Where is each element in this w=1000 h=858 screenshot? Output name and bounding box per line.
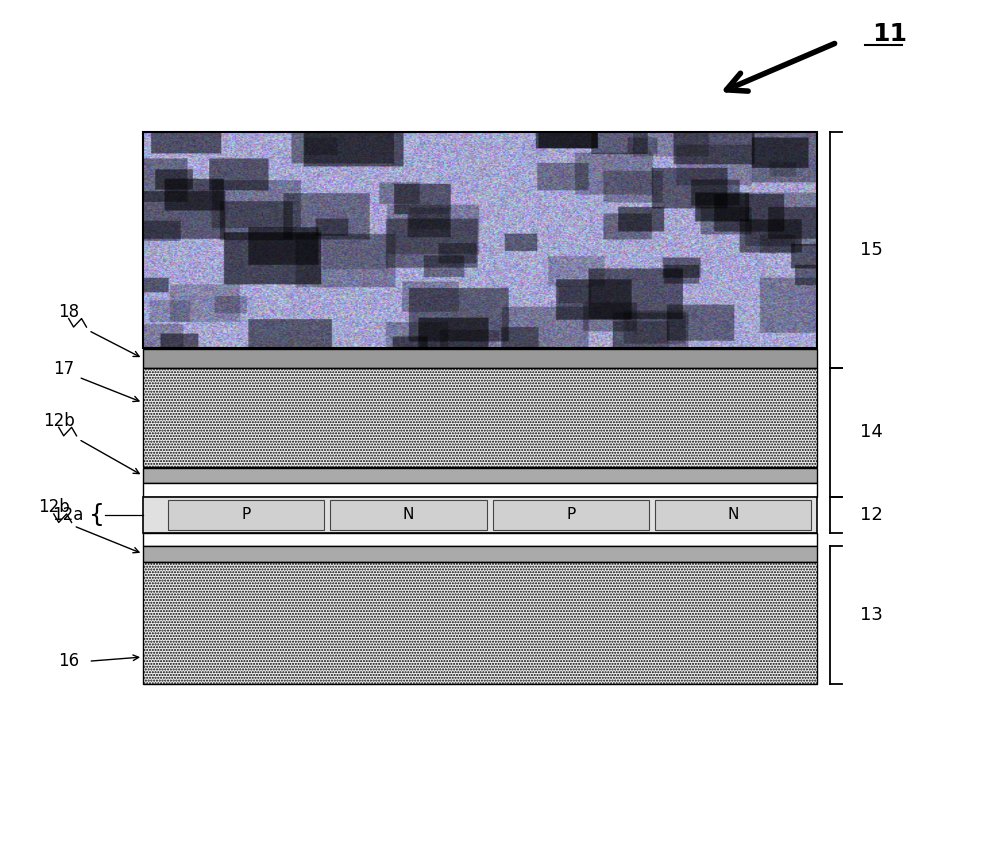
Bar — [143, 533, 817, 547]
Bar — [655, 499, 811, 530]
Bar — [143, 131, 817, 348]
Bar — [143, 561, 817, 684]
Bar — [330, 499, 487, 530]
Bar — [143, 349, 817, 368]
Text: {: { — [88, 503, 104, 527]
Text: 15: 15 — [860, 241, 883, 259]
Text: 18: 18 — [58, 303, 79, 321]
Text: P: P — [566, 507, 575, 523]
Text: N: N — [403, 507, 414, 523]
Bar — [143, 368, 817, 468]
Bar — [168, 499, 324, 530]
Text: 13: 13 — [860, 606, 883, 624]
Text: P: P — [241, 507, 251, 523]
Text: 12a: 12a — [52, 506, 84, 524]
Bar — [143, 468, 817, 483]
Text: 12b: 12b — [38, 498, 70, 517]
Bar — [143, 483, 817, 497]
Bar — [493, 499, 649, 530]
Text: N: N — [727, 507, 739, 523]
Text: 12b: 12b — [43, 412, 75, 430]
Text: 12: 12 — [860, 506, 883, 524]
Text: 16: 16 — [58, 652, 79, 670]
Text: 14: 14 — [860, 423, 883, 441]
Bar — [143, 547, 817, 561]
Text: 11: 11 — [872, 22, 907, 46]
Bar — [143, 497, 817, 533]
Text: 17: 17 — [53, 360, 74, 378]
